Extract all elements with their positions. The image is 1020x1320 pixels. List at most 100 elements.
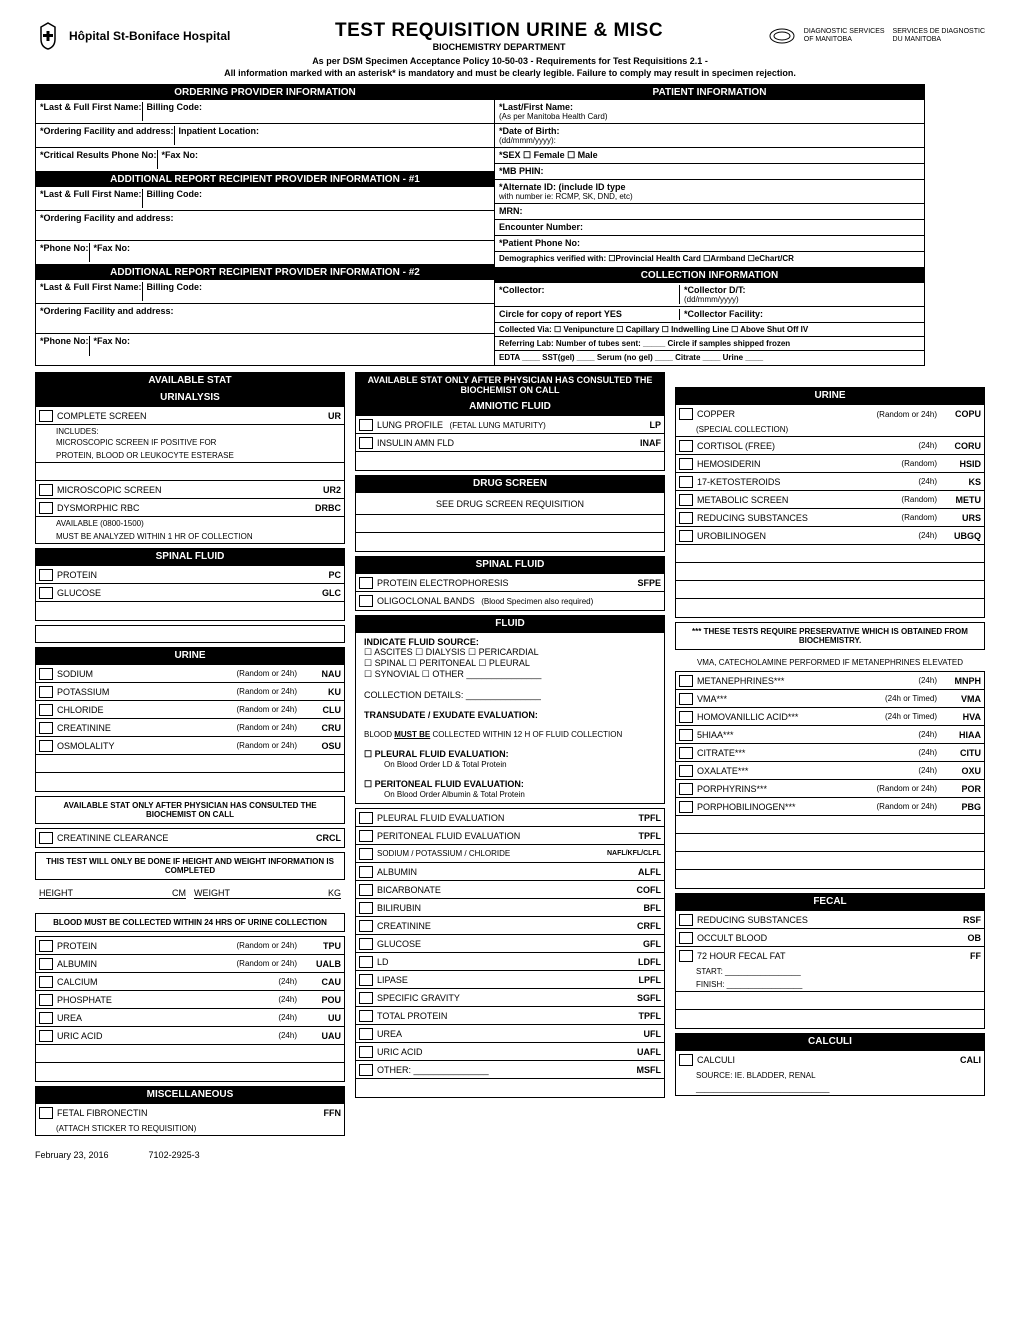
addl1-fax[interactable]: *Fax No: — [89, 243, 249, 262]
checkbox[interactable] — [679, 1054, 693, 1066]
checkbox[interactable] — [39, 832, 53, 844]
checkbox[interactable] — [679, 476, 693, 488]
field-inpatient[interactable]: Inpatient Location: — [174, 126, 294, 145]
checkbox[interactable] — [679, 914, 693, 926]
checkbox[interactable] — [39, 569, 53, 581]
checkbox[interactable] — [359, 1064, 373, 1076]
checkbox[interactable] — [39, 722, 53, 734]
pt-name[interactable]: *Last/First Name: — [499, 102, 920, 112]
fluid-opt[interactable]: ☐ SYNOVIAL ☐ OTHER _______________ — [364, 669, 656, 680]
pt-demo[interactable]: Demographics verified with: ☐Provincial … — [499, 254, 794, 265]
checkbox[interactable] — [679, 932, 693, 944]
field-name[interactable]: *Last & Full First Name: — [40, 102, 142, 121]
checkbox[interactable] — [679, 693, 693, 705]
checkbox[interactable] — [359, 848, 373, 860]
peritoneal-eval[interactable]: ☐ PERITONEAL FLUID EVALUATION: — [364, 779, 656, 790]
addl2-billing[interactable]: Billing Code: — [142, 282, 242, 301]
policy-text: As per DSM Specimen Acceptance Policy 10… — [35, 56, 985, 66]
checkbox[interactable] — [359, 577, 373, 589]
checkbox[interactable] — [39, 484, 53, 496]
pt-altid[interactable]: *Alternate ID: (include ID type — [499, 182, 920, 192]
field-critphone[interactable]: *Critical Results Phone No: — [40, 150, 157, 169]
fluid-opt[interactable]: ☐ SPINAL ☐ PERITONEAL ☐ PLEURAL — [364, 658, 656, 669]
checkbox[interactable] — [359, 1010, 373, 1022]
checkbox[interactable] — [359, 902, 373, 914]
checkbox[interactable] — [39, 668, 53, 680]
note: PROTEIN, BLOOD OR LEUKOCYTE ESTERASE — [36, 449, 344, 463]
addl2-phone[interactable]: *Phone No: — [40, 336, 89, 356]
checkbox[interactable] — [359, 884, 373, 896]
checkbox[interactable] — [39, 502, 53, 514]
fecal-finish[interactable]: FINISH: _________________ — [676, 978, 984, 992]
checkbox[interactable] — [39, 1012, 53, 1024]
addl1-phone[interactable]: *Phone No: — [40, 243, 89, 262]
checkbox[interactable] — [679, 950, 693, 962]
pt-encounter[interactable]: Encounter Number: — [499, 222, 583, 233]
checkbox[interactable] — [39, 994, 53, 1006]
addl2-fax[interactable]: *Fax No: — [89, 336, 249, 356]
checkbox[interactable] — [359, 830, 373, 842]
checkbox[interactable] — [39, 958, 53, 970]
tubes[interactable]: EDTA ____ SST(gel) ____ Serum (no gel) _… — [499, 353, 763, 363]
header: Hôpital St-Boniface Hospital TEST REQUIS… — [35, 20, 985, 52]
checkbox[interactable] — [679, 783, 693, 795]
coll-via[interactable]: Collected Via: ☐ Venipuncture ☐ Capillar… — [499, 325, 808, 334]
addl1-billing[interactable]: Billing Code: — [142, 189, 242, 208]
checkbox[interactable] — [679, 530, 693, 542]
fluid-opt[interactable]: ☐ ASCITES ☐ DIALYSIS ☐ PERICARDIAL — [364, 647, 656, 658]
pt-mrn[interactable]: MRN: — [499, 206, 523, 217]
checkbox[interactable] — [679, 458, 693, 470]
pt-sex[interactable]: *SEX ☐ Female ☐ Male — [499, 150, 598, 161]
checkbox[interactable] — [359, 938, 373, 950]
checkbox[interactable] — [679, 408, 693, 420]
checkbox[interactable] — [39, 1107, 53, 1119]
coll-dt[interactable]: *Collector D/T: — [684, 285, 920, 295]
checkbox[interactable] — [359, 1028, 373, 1040]
addl2-facility[interactable]: *Ordering Facility and address: — [40, 306, 174, 331]
checkbox[interactable] — [679, 512, 693, 524]
checkbox[interactable] — [679, 711, 693, 723]
field-facility[interactable]: *Ordering Facility and address: — [40, 126, 174, 145]
checkbox[interactable] — [679, 494, 693, 506]
checkbox[interactable] — [39, 410, 53, 422]
checkbox[interactable] — [359, 956, 373, 968]
checkbox[interactable] — [679, 765, 693, 777]
field-billing[interactable]: Billing Code: — [142, 102, 262, 121]
checkbox[interactable] — [39, 740, 53, 752]
checkbox[interactable] — [359, 437, 373, 449]
collection-details[interactable]: COLLECTION DETAILS: _______________ — [364, 690, 656, 700]
checkbox[interactable] — [39, 704, 53, 716]
checkbox[interactable] — [359, 812, 373, 824]
checkbox[interactable] — [679, 440, 693, 452]
pt-phone[interactable]: *Patient Phone No: — [499, 238, 580, 249]
ref-lab[interactable]: Referring Lab: Number of tubes sent: ___… — [499, 339, 790, 348]
checkbox[interactable] — [679, 729, 693, 741]
checkbox[interactable] — [679, 801, 693, 813]
checkbox[interactable] — [39, 587, 53, 599]
checkbox[interactable] — [679, 675, 693, 687]
fecal-start[interactable]: START: _________________ — [676, 965, 984, 978]
field-fax[interactable]: *Fax No: — [157, 150, 317, 169]
checkbox[interactable] — [359, 992, 373, 1004]
checkbox[interactable] — [359, 866, 373, 878]
checkbox[interactable] — [39, 1030, 53, 1042]
pt-dob[interactable]: *Date of Birth: — [499, 126, 920, 136]
checkbox[interactable] — [679, 747, 693, 759]
addl2-name[interactable]: *Last & Full First Name: — [40, 282, 142, 301]
coll-fac[interactable]: *Collector Facility: — [679, 309, 763, 320]
addl1-facility[interactable]: *Ordering Facility and address: — [40, 213, 174, 238]
checkbox[interactable] — [359, 419, 373, 431]
checkbox[interactable] — [39, 940, 53, 952]
pt-phin[interactable]: *MB PHIN: — [499, 166, 544, 177]
checkbox[interactable] — [359, 1046, 373, 1058]
checkbox[interactable] — [359, 974, 373, 986]
pleural-eval[interactable]: ☐ PLEURAL FLUID EVALUATION: — [364, 749, 656, 760]
collector[interactable]: *Collector: — [499, 285, 679, 304]
checkbox[interactable] — [39, 976, 53, 988]
checkbox[interactable] — [359, 920, 373, 932]
checkbox[interactable] — [39, 686, 53, 698]
addl1-name[interactable]: *Last & Full First Name: — [40, 189, 142, 208]
copy-report[interactable]: Circle for copy of report YES — [499, 309, 679, 320]
checkbox[interactable] — [359, 595, 373, 607]
calculi-line[interactable]: ______________________________ — [676, 1082, 984, 1095]
